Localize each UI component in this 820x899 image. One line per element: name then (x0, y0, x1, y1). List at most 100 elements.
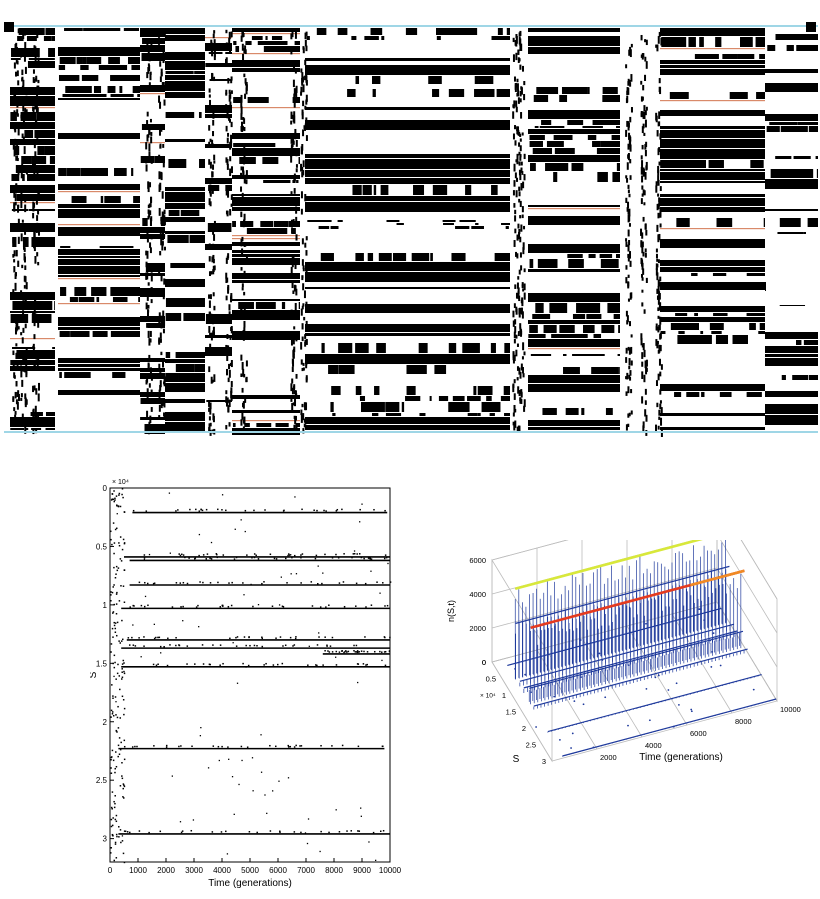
raster-speckle (101, 196, 103, 203)
raster-strip-dot (518, 296, 520, 301)
raster-speckle (71, 331, 74, 337)
raster-speckle (664, 160, 670, 168)
raster-band (765, 83, 818, 92)
surface-s-axis-label: S (513, 754, 520, 765)
scatter-point (116, 857, 118, 859)
scatter-point (157, 637, 159, 639)
raster-strip-dot (524, 293, 526, 300)
scatter-point (343, 553, 345, 555)
raster-speckle (35, 209, 48, 211)
scatter-point (241, 760, 242, 761)
scatter-point (116, 815, 118, 817)
raster-strip-dot (657, 204, 659, 210)
scatter-point (346, 830, 348, 832)
raster-strip-dot (23, 88, 25, 92)
raster-strip-dot (658, 426, 660, 430)
raster-strip-dot (160, 233, 162, 238)
raster-strip-dot (522, 206, 524, 212)
raster-strip-dot (160, 172, 162, 178)
raster-strip-dot (13, 266, 15, 272)
raster-strip-dot (519, 161, 521, 165)
raster-highlight-row (140, 93, 165, 94)
raster-strip-dot (159, 251, 161, 255)
scatter-point (180, 606, 182, 608)
raster-strip-dot (628, 215, 630, 222)
scatter-point (252, 757, 253, 758)
scatter-point (110, 767, 112, 769)
raster-speckle (98, 168, 104, 176)
raster-speckle (255, 228, 261, 234)
raster-speckle (451, 253, 465, 261)
raster-strip-dot (213, 155, 215, 160)
scatter-point (370, 571, 371, 572)
surface-z-tick-label: 4000 (469, 590, 486, 599)
scatter-x-tick-label: 7000 (297, 866, 315, 875)
raster-strip-dot (163, 60, 165, 63)
scatter-point (160, 646, 162, 648)
raster-strip-dot (291, 191, 293, 195)
raster-speckle (802, 169, 812, 178)
raster-strip-dot (519, 37, 521, 45)
raster-speckle (131, 287, 140, 296)
raster-speckle (133, 86, 140, 93)
raster-strip-dot (291, 228, 293, 233)
raster-strip-dot (145, 142, 147, 149)
scatter-point (116, 603, 118, 605)
raster-strip-dot (146, 303, 148, 310)
surface-floor-point (583, 703, 585, 705)
raster-band (660, 198, 765, 206)
scatter-point (356, 553, 358, 555)
raster-strip-dot (658, 180, 660, 186)
raster-strip-dot (245, 82, 247, 85)
scatter-point (356, 645, 358, 647)
scatter-point (120, 585, 122, 587)
raster-speckle (687, 392, 699, 397)
scatter-point (136, 746, 138, 748)
raster-strip-dot (516, 253, 518, 258)
raster-band (528, 216, 620, 225)
raster-strip-dot (147, 112, 149, 117)
raster-strip-dot (37, 363, 39, 370)
raster-speckle (566, 325, 575, 333)
raster-speckle (131, 75, 140, 81)
scatter-point (313, 510, 315, 512)
raster-highlight-row (140, 142, 165, 143)
scatter-point (113, 584, 115, 586)
raster-strip-dot (641, 96, 643, 101)
scatter-point (116, 834, 118, 836)
raster-speckle (551, 334, 559, 338)
scatter-point (300, 582, 302, 584)
raster-speckle (530, 163, 536, 171)
raster-speckle (607, 367, 614, 374)
raster-speckle (530, 325, 538, 333)
raster-speckle (674, 392, 681, 397)
raster-strip-dot (25, 67, 27, 74)
scatter-point (266, 813, 267, 814)
scatter-point (249, 831, 251, 833)
raster-strip-dot (17, 158, 19, 161)
raster-speckle (428, 76, 442, 84)
raster-strip-dot (655, 45, 657, 48)
raster-strip-dot (303, 317, 305, 320)
raster-strip-dot (163, 278, 165, 284)
raster-speckle (169, 313, 178, 321)
raster-strip-dot (210, 403, 212, 410)
raster-speckle (59, 372, 62, 378)
raster-strip-dot (641, 362, 643, 367)
raster-strip-dot (213, 374, 215, 382)
scatter-point (195, 509, 197, 511)
raster-speckle (776, 156, 782, 159)
scatter-x-axis-label: Time (generations) (208, 878, 292, 889)
raster-strip-dot (241, 248, 243, 255)
raster-strip-dot (656, 225, 658, 232)
raster-speckle (70, 297, 78, 302)
raster-strip-dot (160, 76, 162, 82)
raster-strip-dot (22, 220, 24, 223)
raster-band (58, 275, 140, 277)
scatter-point (117, 664, 119, 666)
raster-speckle (160, 38, 165, 44)
scatter-point (380, 831, 382, 833)
scatter-point (344, 606, 346, 608)
raster-strip-dot (518, 142, 520, 146)
